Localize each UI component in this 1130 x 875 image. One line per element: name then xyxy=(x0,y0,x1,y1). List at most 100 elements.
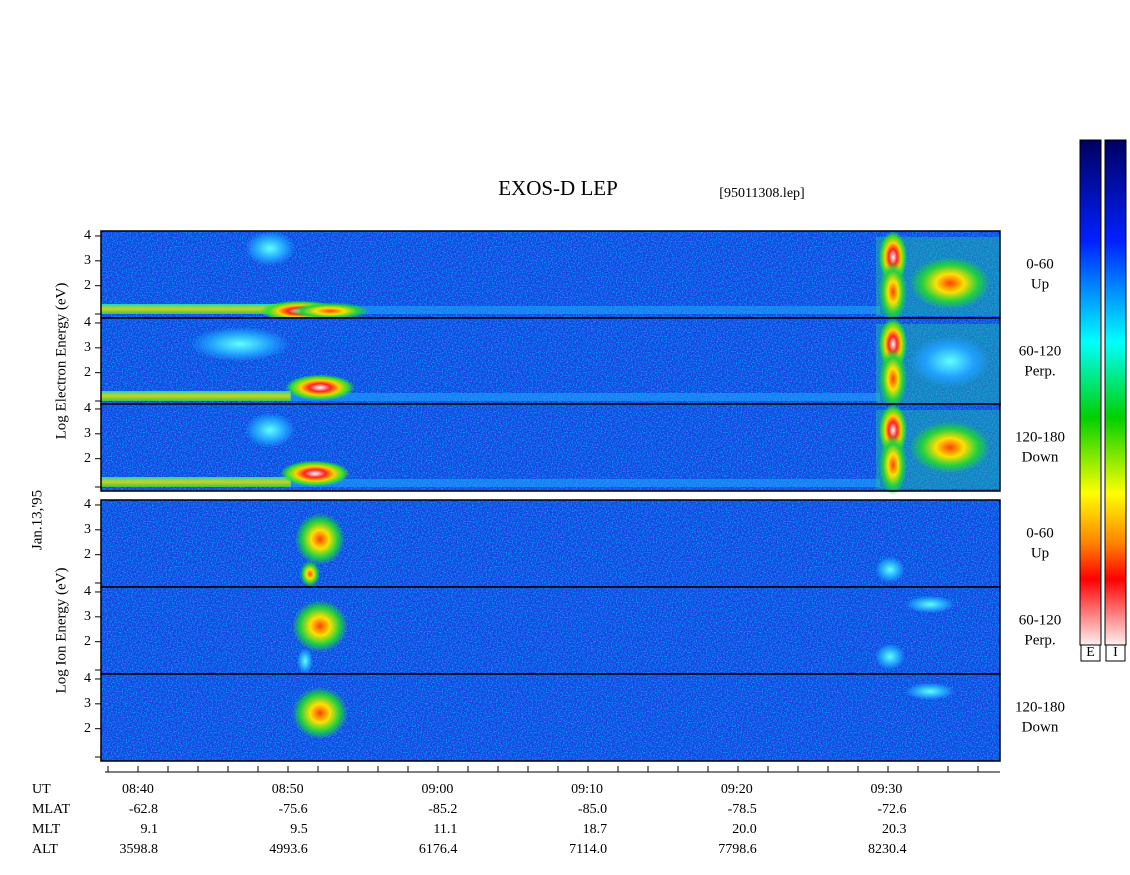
time-label: 09:20 xyxy=(721,782,753,797)
spectrogram-noise xyxy=(101,500,1000,587)
spectrogram-blob xyxy=(292,687,348,740)
file-name: [95011308.lep] xyxy=(719,186,804,201)
y-tick-label: 2 xyxy=(84,278,91,293)
row-label: MLAT xyxy=(32,802,71,817)
time-label: 09:30 xyxy=(871,782,903,797)
ephemeris-value: -85.2 xyxy=(428,802,457,817)
ephemeris-value: 7798.6 xyxy=(718,842,757,857)
spectrogram-blob xyxy=(245,412,295,448)
panel-frame xyxy=(100,403,1001,492)
ephemeris-value: -78.5 xyxy=(728,802,757,817)
ephemeris-value: 6176.4 xyxy=(419,842,458,857)
ephemeris-value: 8230.4 xyxy=(868,842,907,857)
time-label: 09:10 xyxy=(571,782,603,797)
panel-frame xyxy=(100,673,1001,762)
low-energy-band xyxy=(290,306,880,314)
date: Jan.13,'95 xyxy=(29,490,45,550)
y-tick-label: 4 xyxy=(84,401,91,416)
y-tick-label: 3 xyxy=(84,340,91,355)
ephemeris-value: 4993.6 xyxy=(269,842,308,857)
low-energy-band xyxy=(101,477,291,487)
y-tick-label: 4 xyxy=(84,228,91,243)
y-tick-label: 3 xyxy=(84,426,91,441)
y-tick-label: 2 xyxy=(84,451,91,466)
time-label: 08:50 xyxy=(272,782,304,797)
ephemeris-value: 7114.0 xyxy=(569,842,607,857)
colorbar xyxy=(1079,139,1102,646)
spectrogram-blob xyxy=(905,682,955,701)
spectrogram-blob xyxy=(292,600,348,653)
spectrogram-blob xyxy=(879,261,907,323)
spectrogram-blob xyxy=(875,643,905,670)
ephemeris-value: 18.7 xyxy=(583,822,608,837)
y-tick-label: 2 xyxy=(84,721,91,736)
ephemeris-value: -62.8 xyxy=(129,802,158,817)
y-axis-label: Log Ion Energy (eV) xyxy=(53,568,69,694)
low-energy-band xyxy=(290,393,880,401)
spectrogram-noise xyxy=(101,404,1000,491)
spectrogram-noise xyxy=(101,674,1000,761)
panel-range: 120-180 xyxy=(1015,699,1065,715)
ephemeris-value: 20.3 xyxy=(882,822,907,837)
panel-range: 120-180 xyxy=(1015,429,1065,445)
spectrogram-blob xyxy=(875,556,905,583)
spectrogram-blob xyxy=(285,374,355,401)
panel-range: 0-60 xyxy=(1026,256,1054,272)
spectrogram-blob xyxy=(879,434,907,496)
y-tick-label: 4 xyxy=(84,315,91,330)
low-energy-band xyxy=(290,479,880,487)
spectrogram-blob xyxy=(879,348,907,410)
panel-direction: Perp. xyxy=(1024,363,1055,379)
ephemeris-value: 20.0 xyxy=(732,822,757,837)
panel-range: 60-120 xyxy=(1019,343,1062,359)
y-tick-label: 4 xyxy=(84,671,91,686)
y-tick-label: 3 xyxy=(84,253,91,268)
y-tick-label: 4 xyxy=(84,497,91,512)
spectrogram-blob xyxy=(190,326,290,362)
colorbar-label-box xyxy=(1105,644,1126,662)
colorbar-label: I xyxy=(1113,645,1118,660)
row-label: UT xyxy=(32,782,51,797)
panel-direction: Up xyxy=(1031,545,1049,561)
spectrogram-blob xyxy=(910,421,990,474)
y-tick-label: 4 xyxy=(84,584,91,599)
spectrogram-blob xyxy=(280,460,350,487)
panel-range: 0-60 xyxy=(1026,525,1054,541)
low-energy-band xyxy=(101,391,291,401)
colorbar-label-box xyxy=(1080,644,1101,662)
time-label: 09:00 xyxy=(421,782,453,797)
y-tick-label: 3 xyxy=(84,522,91,537)
spectrogram-noise xyxy=(101,587,1000,674)
y-tick-label: 2 xyxy=(84,365,91,380)
y-tick-label: 3 xyxy=(84,696,91,711)
panel-direction: Down xyxy=(1022,719,1059,735)
spectrogram-blob xyxy=(910,335,990,388)
spectrogram-blob xyxy=(295,513,345,566)
row-label: ALT xyxy=(32,842,58,857)
y-axis-label: Log Electron Energy (eV) xyxy=(53,283,69,440)
y-tick-label: 3 xyxy=(84,609,91,624)
ephemeris-value: -85.0 xyxy=(578,802,607,817)
ephemeris-value: 9.5 xyxy=(290,822,308,837)
spectrogram-blob xyxy=(290,302,370,320)
spectrogram-blob xyxy=(910,257,990,310)
panel-direction: Perp. xyxy=(1024,632,1055,648)
colorbar xyxy=(1104,139,1127,646)
spectrogram-blob xyxy=(300,560,320,587)
y-tick-label: 2 xyxy=(84,547,91,562)
time-label: 08:40 xyxy=(122,782,154,797)
spectrogram-blob xyxy=(245,231,295,266)
ephemeris-value: -75.6 xyxy=(279,802,308,817)
ephemeris-value: 9.1 xyxy=(141,822,159,837)
low-energy-band xyxy=(101,304,291,314)
title: EXOS-D LEP xyxy=(498,176,618,200)
panel-range: 60-120 xyxy=(1019,612,1062,628)
y-tick-label: 2 xyxy=(84,634,91,649)
spectrogram-blob xyxy=(905,595,955,614)
spectrogram-blob xyxy=(297,647,313,674)
panel-direction: Down xyxy=(1022,449,1059,465)
ephemeris-value: 3598.8 xyxy=(120,842,159,857)
panel-direction: Up xyxy=(1031,276,1049,292)
row-label: MLT xyxy=(32,822,61,837)
